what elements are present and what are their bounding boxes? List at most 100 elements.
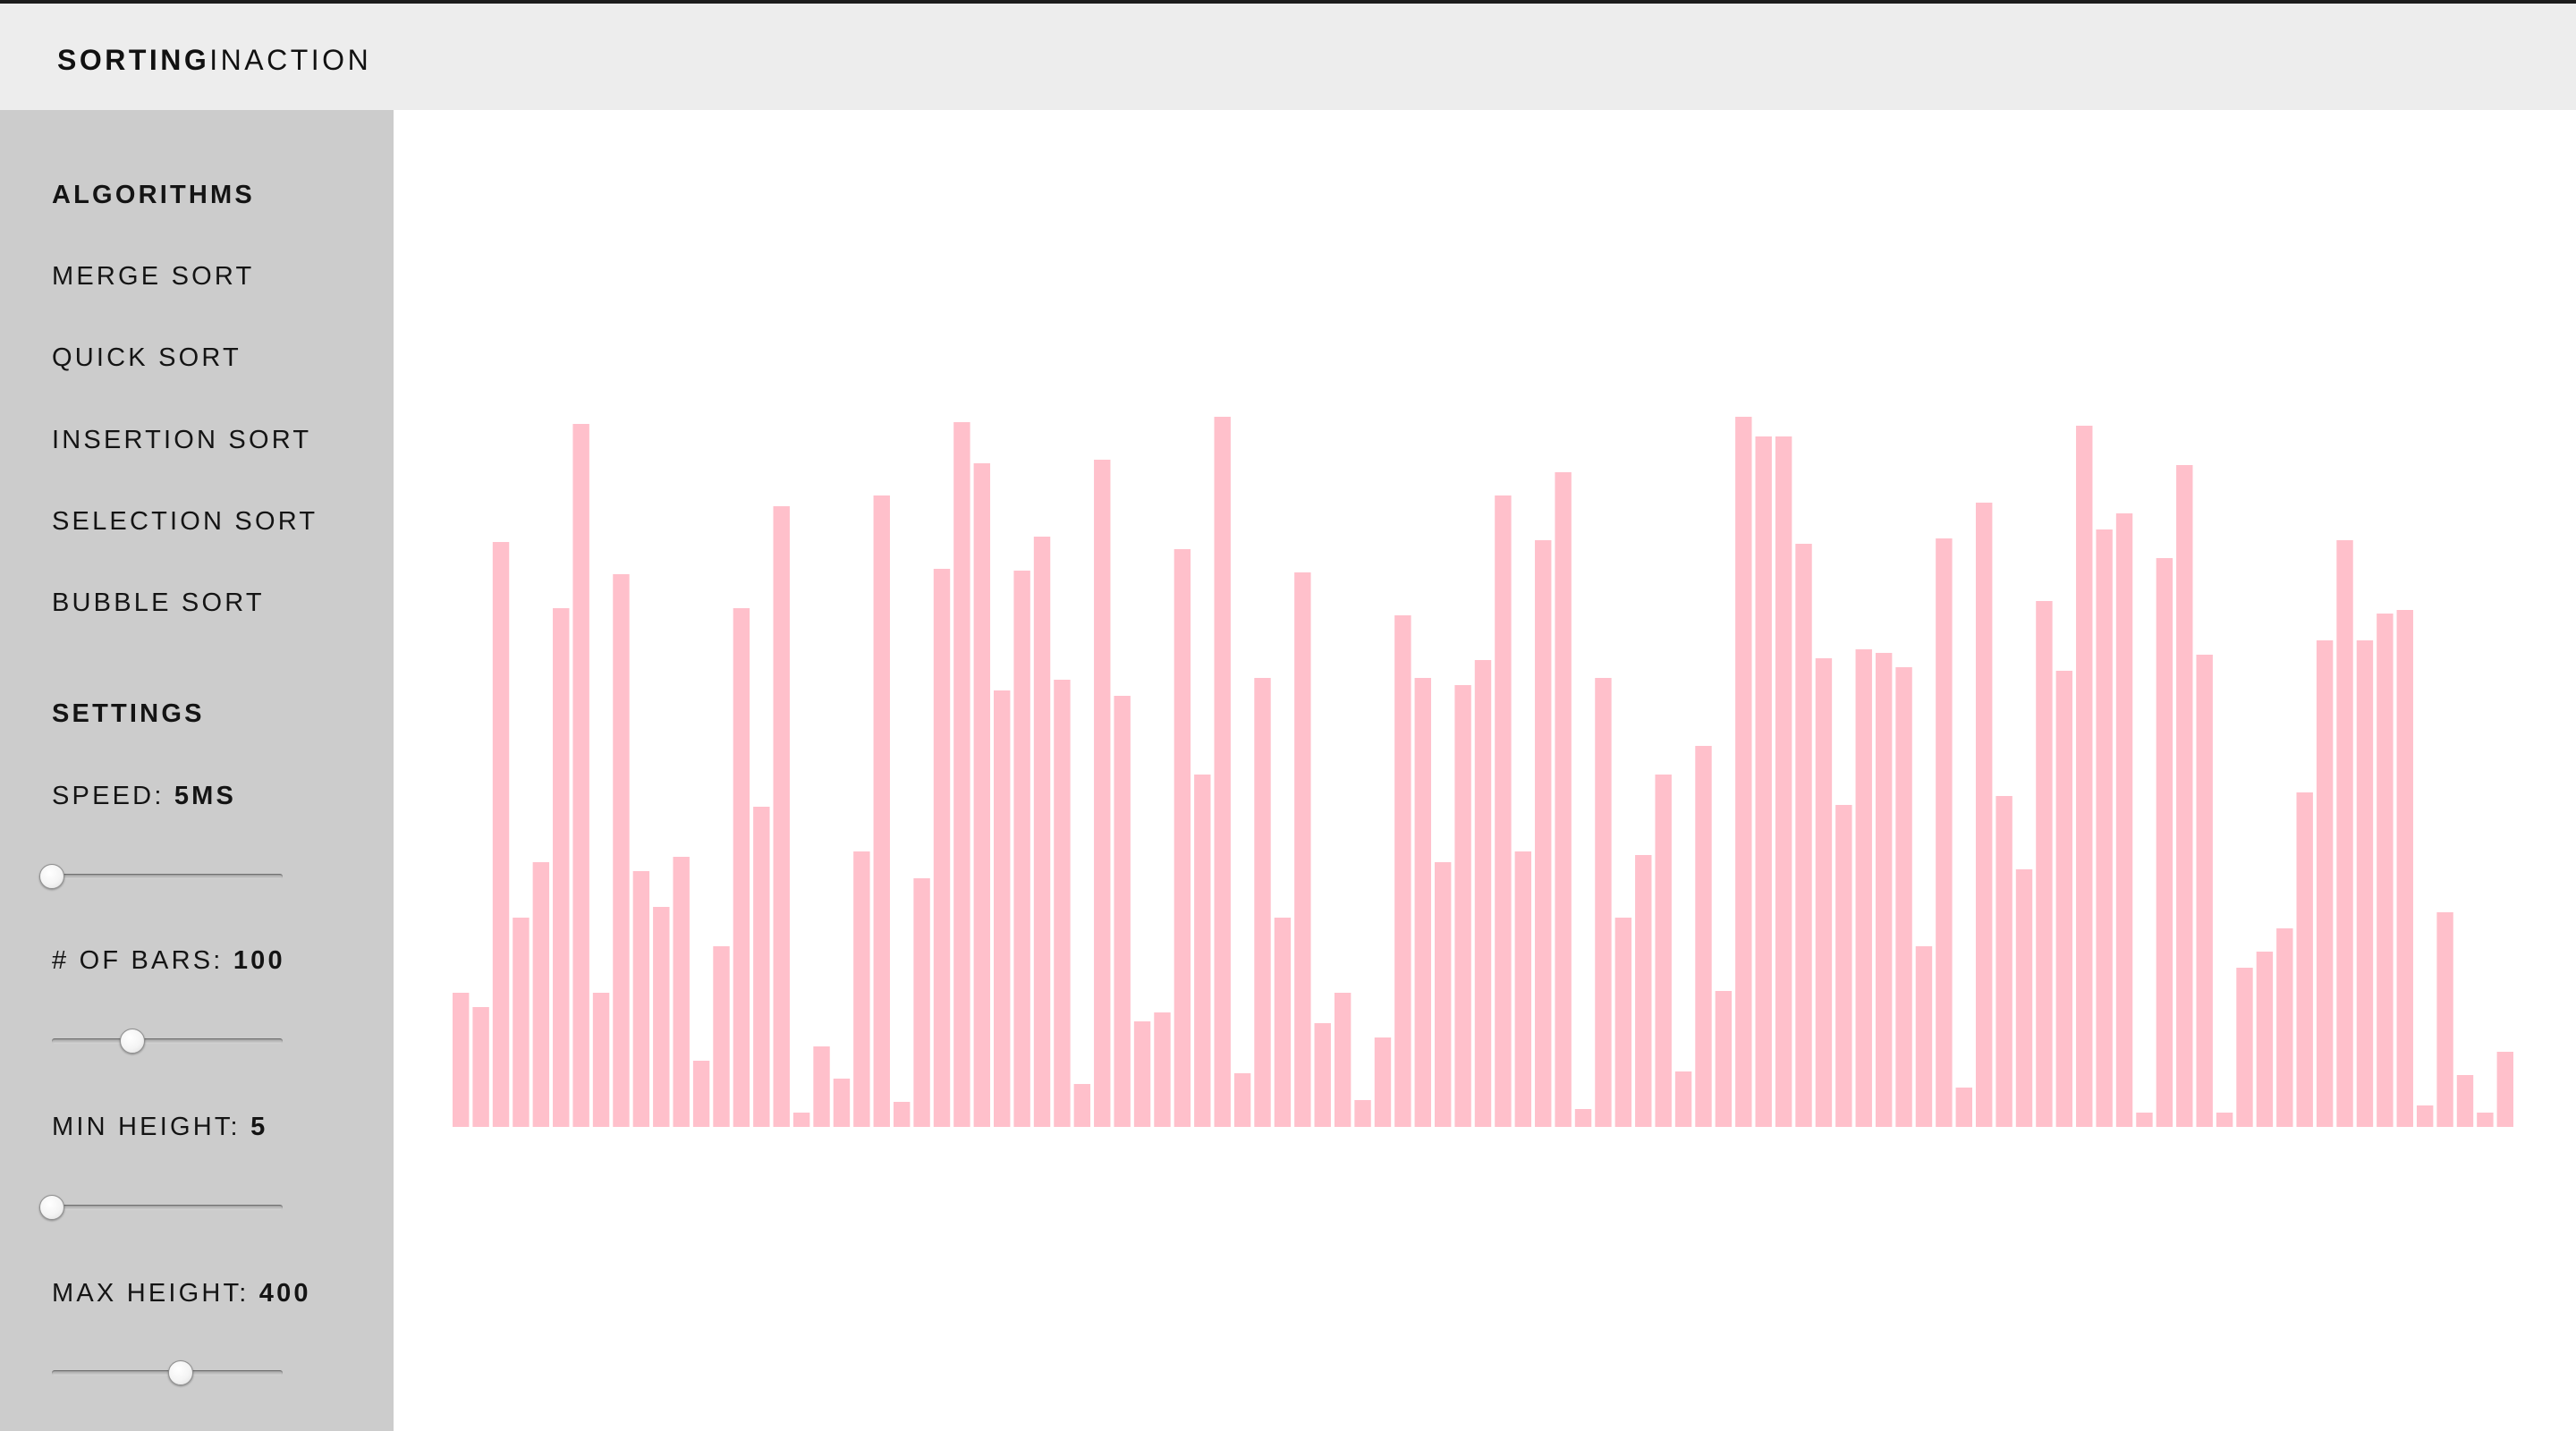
bar	[2477, 1113, 2494, 1127]
algorithms-heading: ALGORITHMS	[52, 181, 255, 209]
bar	[994, 690, 1011, 1127]
max-height-slider[interactable]	[52, 1360, 283, 1387]
bar	[613, 574, 630, 1127]
bar	[1936, 538, 1953, 1127]
bar	[1715, 991, 1733, 1127]
bar	[1254, 678, 1271, 1127]
bar	[1775, 436, 1792, 1127]
speed-label: SPEED: 5MS	[52, 780, 236, 812]
min-height-slider[interactable]	[39, 1195, 283, 1222]
bar	[1154, 1012, 1171, 1127]
bar	[1314, 1023, 1331, 1127]
bar	[913, 878, 930, 1127]
bar	[2356, 640, 2374, 1127]
max-height-slider-thumb[interactable]	[168, 1360, 194, 1385]
merge-sort-button[interactable]: MERGE SORT	[52, 262, 255, 291]
bar	[933, 569, 951, 1127]
bar	[1334, 993, 1352, 1127]
bars-slider[interactable]	[52, 1029, 283, 1055]
bar	[1434, 862, 1452, 1127]
app-header: SORTINGINACTION	[0, 4, 2576, 110]
bar	[2276, 928, 2293, 1127]
bar	[513, 918, 530, 1127]
bar	[1294, 572, 1311, 1127]
bars-value: 100	[233, 946, 285, 975]
min-height-slider-track[interactable]	[52, 1205, 283, 1210]
max-height-label: MAX HEIGHT: 400	[52, 1277, 311, 1309]
bar	[713, 946, 730, 1127]
bar	[2236, 968, 2253, 1127]
bar	[2456, 1075, 2474, 1127]
speed-slider[interactable]	[39, 864, 283, 891]
quick-sort-button[interactable]: QUICK SORT	[52, 343, 242, 372]
min-height-label: MIN HEIGHT: 5	[52, 1111, 267, 1143]
speed-slider-track[interactable]	[52, 874, 283, 879]
insertion-sort-button[interactable]: INSERTION SORT	[52, 426, 312, 454]
bar	[1133, 1021, 1151, 1127]
bar	[2036, 601, 2053, 1127]
bubble-sort-button[interactable]: BUBBLE SORT	[52, 588, 265, 617]
bar	[1996, 796, 2012, 1127]
bar	[1614, 918, 1632, 1127]
bar	[1073, 1084, 1091, 1127]
bar	[2256, 952, 2274, 1127]
bars-label-text: # OF BARS:	[52, 946, 233, 975]
bar	[1013, 571, 1030, 1127]
bar	[1695, 746, 1712, 1127]
brand-strong: SORTING	[57, 44, 210, 76]
settings-heading: SETTINGS	[52, 699, 205, 728]
bar	[1855, 649, 1872, 1127]
bar	[2296, 792, 2313, 1127]
window-top-border	[0, 0, 2576, 4]
max-height-slider-track[interactable]	[52, 1370, 283, 1376]
bar	[692, 1061, 710, 1127]
bar	[1595, 678, 1612, 1127]
bar	[1895, 667, 1912, 1127]
bar	[1535, 540, 1552, 1127]
bar	[753, 807, 770, 1127]
bar	[733, 608, 750, 1127]
selection-sort-button[interactable]: SELECTION SORT	[52, 507, 318, 536]
bar	[2055, 671, 2073, 1127]
bar	[792, 1113, 810, 1127]
bar	[1474, 660, 1492, 1127]
app-brand[interactable]: SORTINGINACTION	[57, 42, 371, 78]
bar	[2115, 513, 2133, 1127]
sidebar: ALGORITHMS MERGE SORT QUICK SORT INSERTI…	[0, 110, 394, 1431]
bar	[1555, 472, 1572, 1127]
bar	[2316, 640, 2334, 1127]
bar	[472, 1007, 489, 1127]
bar	[2396, 610, 2413, 1127]
bar	[2216, 1113, 2233, 1127]
bar	[1054, 680, 1071, 1127]
bar	[1394, 615, 1411, 1127]
min-height-label-text: MIN HEIGHT:	[52, 1113, 251, 1141]
bar	[1975, 503, 1993, 1127]
bar	[1795, 544, 1812, 1127]
bar	[1875, 653, 1893, 1127]
bar	[1755, 436, 1772, 1127]
bar	[1114, 696, 1131, 1127]
bar	[2336, 540, 2353, 1127]
bar	[1915, 946, 1933, 1127]
speed-slider-thumb[interactable]	[39, 864, 64, 889]
bar	[2136, 1113, 2153, 1127]
bar	[453, 993, 470, 1127]
bar	[1635, 855, 1652, 1127]
bar	[572, 424, 589, 1127]
bar	[813, 1046, 830, 1127]
bar	[2377, 614, 2394, 1127]
min-height-slider-thumb[interactable]	[39, 1195, 64, 1220]
bar-chart	[453, 417, 2513, 1127]
speed-label-text: SPEED:	[52, 782, 174, 810]
min-height-value: 5	[250, 1113, 268, 1141]
bar	[2196, 655, 2213, 1127]
bars-slider-thumb[interactable]	[120, 1029, 146, 1054]
bar	[2436, 912, 2453, 1127]
bar	[1414, 678, 1431, 1127]
bar	[873, 495, 890, 1127]
bar	[973, 463, 991, 1127]
bar	[833, 1079, 851, 1127]
bar	[1233, 1073, 1251, 1127]
bars-slider-track[interactable]	[52, 1038, 283, 1044]
